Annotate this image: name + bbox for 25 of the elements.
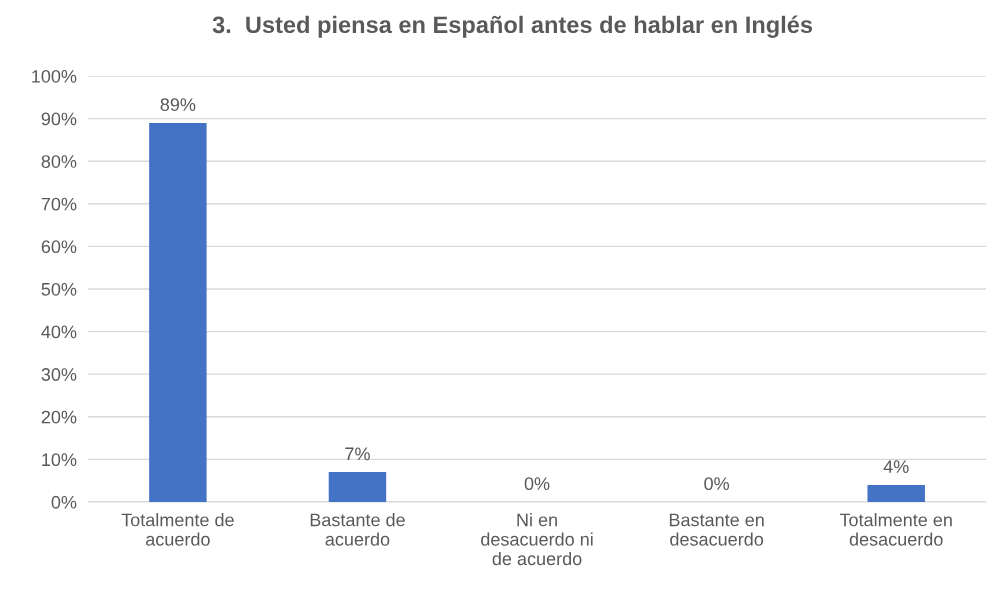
y-tick-label: 70% [41,197,77,211]
y-tick-label: 60% [41,240,77,254]
y-tick-label: 80% [41,155,77,168]
y-tick-label: 0% [51,495,77,509]
data-label: 0% [704,477,730,491]
chart-title: 3. Usted piensa en Español antes de hablar en Inglés [212,15,813,38]
data-label: 89% [160,98,196,111]
y-tick-label: 100% [32,69,77,83]
y-tick-label: 10% [42,453,77,467]
y-tick-label: 50% [41,282,77,296]
x-tick-label: Bastante en desacuerdo [669,513,764,546]
y-tick-label: 40% [41,325,77,339]
bar [867,484,925,502]
bar [328,472,387,502]
x-tick-label: Bastante de acuerdo [310,513,405,546]
x-tick-label: Totalmente de acuerdo [121,513,234,546]
y-tick-label: 90% [41,112,77,126]
data-label: 7% [345,447,370,461]
y-tick-label: 30% [41,368,77,381]
data-label: 0% [524,477,550,491]
x-tick-label: Ni en desacuerdo ni de acuerdo [481,513,593,566]
x-tick-label: Totalmente en desacuerdo [839,513,952,546]
y-tick-label: 20% [41,410,77,424]
bar [149,122,207,502]
data-label: 4% [883,460,909,473]
